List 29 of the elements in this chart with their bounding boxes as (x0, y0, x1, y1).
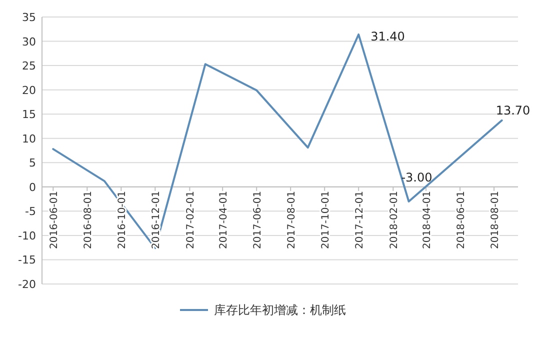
y-tick-label: 10 (22, 132, 36, 146)
y-tick-label: 15 (22, 108, 36, 122)
y-tick-label: 5 (29, 156, 36, 170)
y-tick-label: -20 (18, 278, 36, 291)
y-tick-label: -10 (18, 229, 36, 242)
y-tick-label: 0 (29, 180, 36, 194)
y-tick-label: 25 (22, 60, 36, 73)
x-tick-label: 2017-06-01 (252, 190, 264, 250)
annotation: 13.70 (496, 103, 530, 118)
y-tick-label: 30 (22, 35, 36, 48)
x-tick-label: 2016-10-01 (117, 190, 128, 250)
annotation: 31.40 (370, 29, 405, 44)
y-tick-label: 35 (22, 11, 36, 24)
x-tick-label: 2018-02-01 (389, 190, 400, 250)
x-tick-label: 2018-06-01 (456, 190, 468, 250)
y-tick-label: -5 (25, 205, 36, 218)
x-tick-label: 2016-06-01 (49, 190, 60, 250)
y-tick-label: -15 (18, 254, 36, 267)
x-tick-label: 2018-08-01 (490, 190, 502, 250)
y-tick-label: 20 (22, 84, 36, 97)
x-tick-label: 2016-08-01 (83, 190, 94, 250)
x-tick-label: 2017-10-01 (320, 190, 332, 250)
x-tick-label: 2017-04-01 (218, 190, 230, 250)
x-tick-label: 2017-08-01 (286, 190, 298, 250)
x-tick-label: 2017-02-01 (186, 190, 197, 250)
legend-label: 库存比年初增减：机制纸 (214, 303, 346, 317)
x-tick-label: 2017-12-01 (354, 190, 366, 250)
x-tick-label: 2016-12-01 (151, 190, 162, 250)
x-tick-label: 2018-04-01 (422, 190, 434, 250)
